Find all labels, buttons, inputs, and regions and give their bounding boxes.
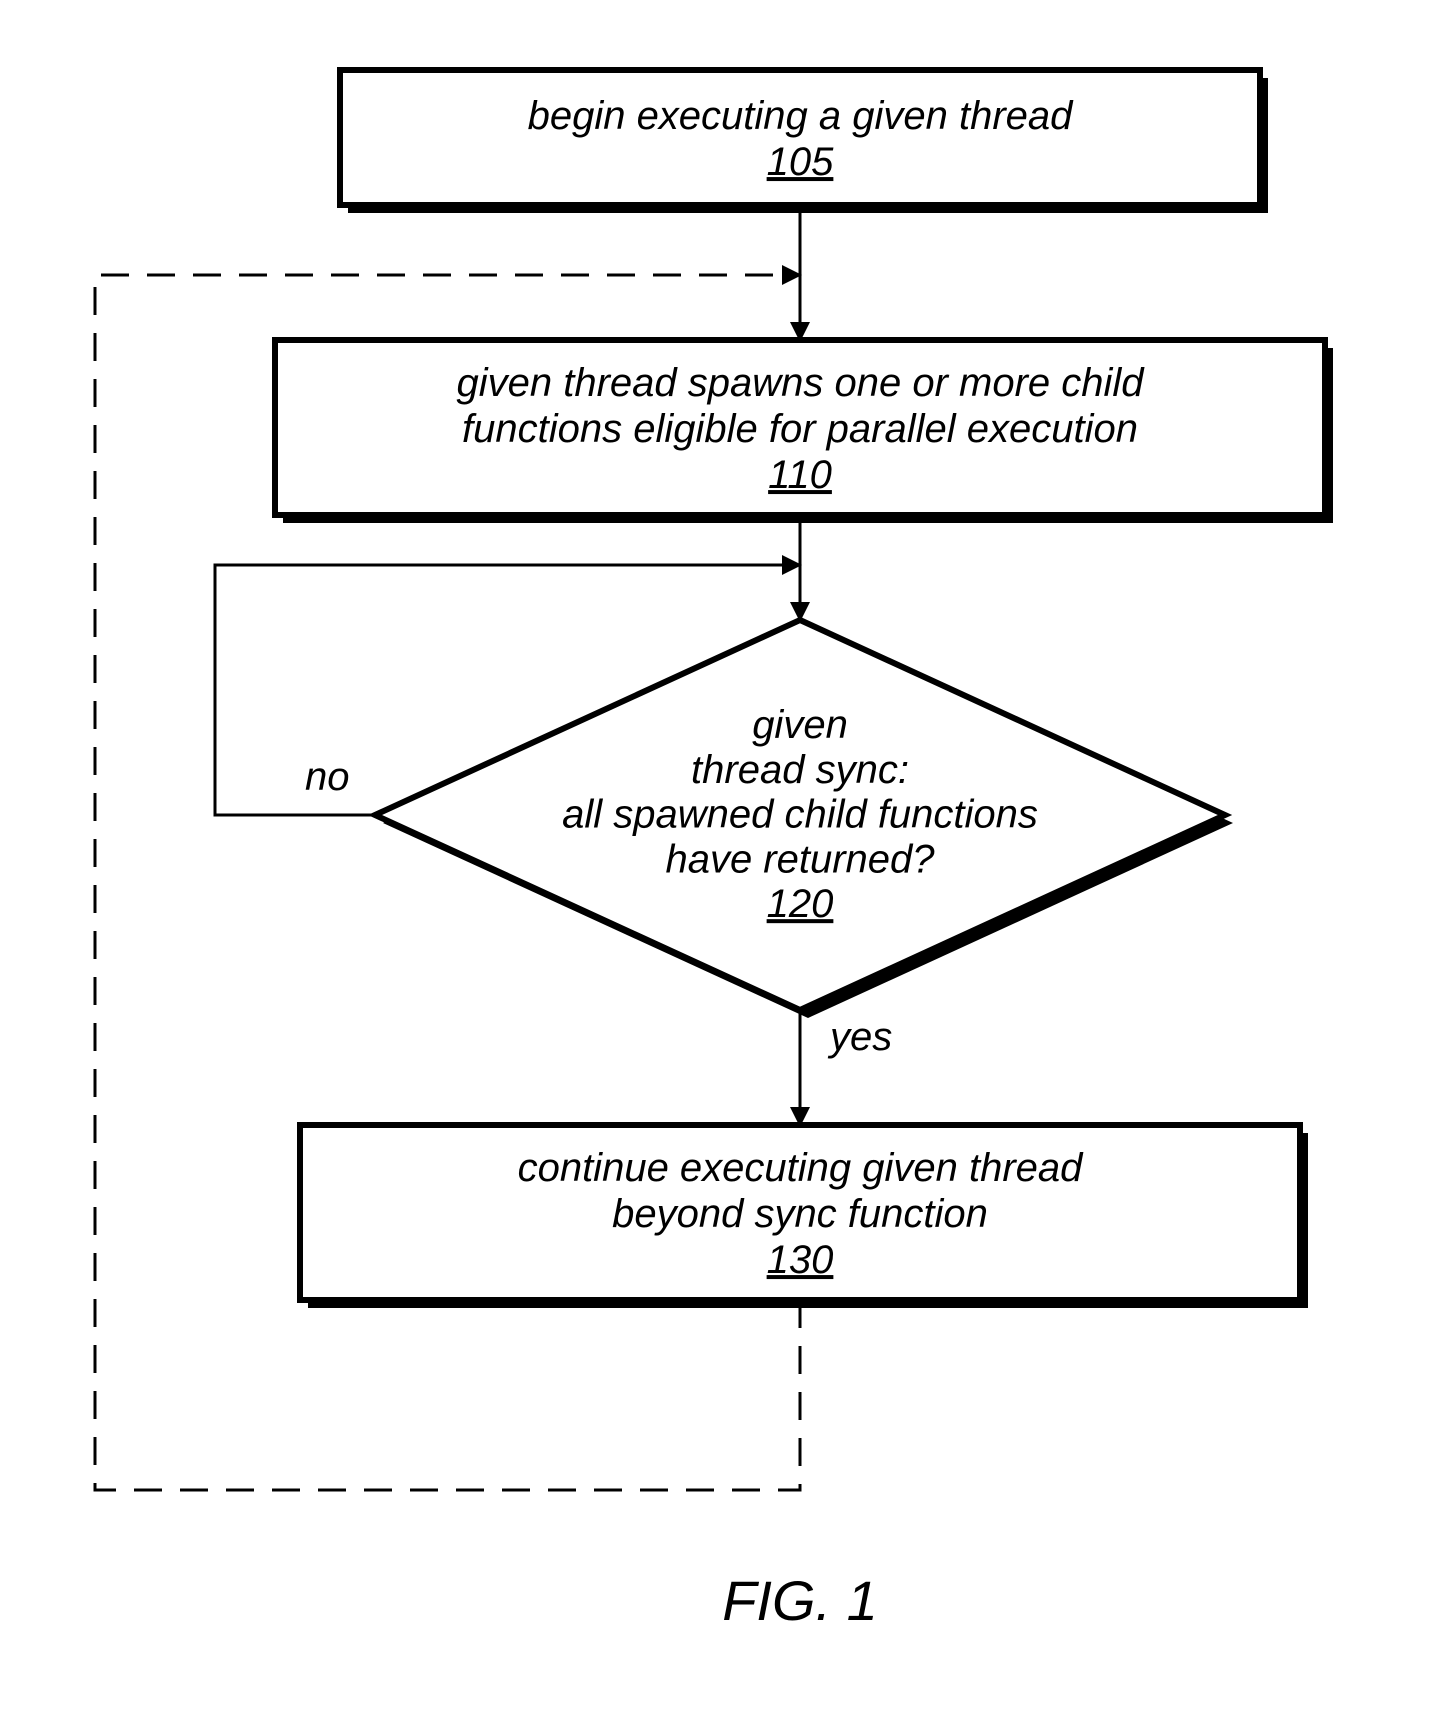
node-ref: 120 bbox=[767, 882, 834, 926]
edge-label: no bbox=[305, 755, 350, 799]
node-text: given bbox=[752, 703, 848, 747]
figure-label: FIG. 1 bbox=[722, 1569, 878, 1632]
node-text: have returned? bbox=[665, 837, 935, 881]
node-ref: 105 bbox=[767, 140, 834, 184]
flowchart-node-n130: continue executing given threadbeyond sy… bbox=[300, 1125, 1308, 1308]
node-ref: 110 bbox=[768, 453, 832, 497]
flowchart-node-n120: giventhread sync:all spawned child funct… bbox=[375, 620, 1233, 1018]
node-ref: 130 bbox=[767, 1238, 834, 1282]
node-text: functions eligible for parallel executio… bbox=[462, 407, 1138, 451]
edge-label: yes bbox=[827, 1015, 892, 1059]
node-text: beyond sync function bbox=[612, 1192, 988, 1236]
node-text: thread sync: bbox=[691, 748, 909, 792]
node-text: given thread spawns one or more child bbox=[456, 361, 1145, 405]
node-text: continue executing given thread bbox=[518, 1146, 1085, 1190]
flowchart-node-n110: given thread spawns one or more childfun… bbox=[275, 340, 1333, 523]
flowchart-node-n105: begin executing a given thread105 bbox=[340, 70, 1268, 213]
node-text: all spawned child functions bbox=[562, 793, 1038, 837]
node-text: begin executing a given thread bbox=[528, 94, 1075, 138]
